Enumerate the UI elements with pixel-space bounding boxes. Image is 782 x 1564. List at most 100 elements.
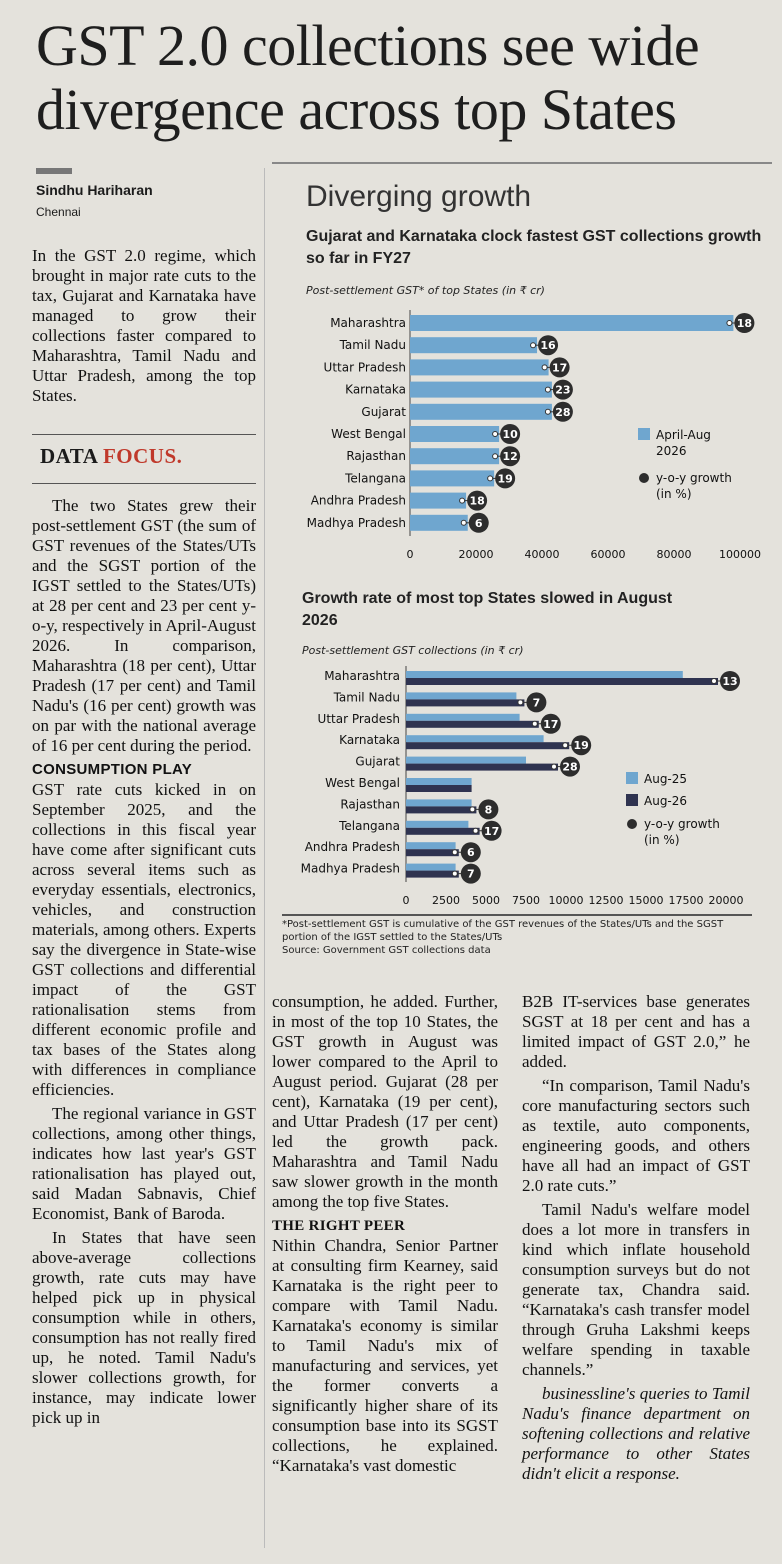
column-3-body: B2B IT-services base generates SGST at 1… xyxy=(522,992,750,1488)
chart-2-bar-aug26 xyxy=(406,870,459,878)
chart-2-category-label: Tamil Nadu xyxy=(333,690,400,704)
chart-1-category-label: Karnataka xyxy=(345,383,406,397)
chart-1-bar xyxy=(410,448,500,465)
chart-1-bar xyxy=(410,315,734,331)
chart-1-tick-label: 20000 xyxy=(459,548,494,561)
chart-2-title: Growth rate of most top States slowed in… xyxy=(302,590,673,629)
chart-1-bar xyxy=(410,337,538,354)
chart-1-dot xyxy=(492,453,499,460)
chart-2-growth-marker xyxy=(540,713,561,734)
chart-2-growth-marker xyxy=(571,735,592,756)
chart-1-bar xyxy=(410,514,468,531)
chart-1-growth-marker xyxy=(495,468,516,489)
col2-paragraph: consumption, he added. Further, in most … xyxy=(272,992,498,1211)
chart-1-bar xyxy=(410,381,552,398)
chart-1-growth-label: 28 xyxy=(555,406,570,419)
chart-1-legend-label: 2026 xyxy=(656,444,687,458)
chart-1-bar xyxy=(410,426,500,442)
chart-2-tick-label: 10000 xyxy=(549,894,584,907)
chart-1-legend-label: (in %) xyxy=(656,487,692,501)
chart-1-bar xyxy=(410,403,552,420)
col1-paragraph: The regional variance in GST collections… xyxy=(32,1104,256,1223)
column-1-body: The two States grew their post-settlemen… xyxy=(32,496,256,1432)
subhead-right-peer: THE RIGHT PEER xyxy=(272,1218,406,1234)
chart-1-legend-label: April-Aug xyxy=(656,428,711,442)
byline-author: Sindhu Hariharan xyxy=(36,182,153,198)
chart-2-bar-aug26 xyxy=(406,806,477,814)
chart-1-dot xyxy=(492,431,499,437)
chart-2-bar-aug25 xyxy=(406,671,683,678)
chart-1-tick-label: 100000 xyxy=(719,548,761,561)
chart-1-dot xyxy=(459,497,466,504)
chart-1-growth-label: 12 xyxy=(502,450,517,463)
chart-2-subtitle: Post-settlement GST collections (in ₹ cr… xyxy=(302,644,524,657)
chart-2-growth-label: 6 xyxy=(467,846,475,859)
chart-2-tick-label: 0 xyxy=(403,894,410,907)
chart-2-growth-label: 7 xyxy=(533,696,541,709)
chart-2-growth-label: 17 xyxy=(484,825,499,838)
chart-2-tick-label: 12500 xyxy=(589,894,624,907)
chart-1-bar xyxy=(410,492,467,509)
chart-2-tick-label: 5000 xyxy=(472,894,500,907)
chart-2-bar-aug25 xyxy=(406,692,517,700)
col1-paragraph: The two States grew their post-settlemen… xyxy=(32,496,256,755)
subhead-consumption-play: CONSUMPTION PLAY xyxy=(32,761,193,778)
chart-1-bar xyxy=(410,359,549,376)
column-divider xyxy=(264,168,265,1548)
chart-2-bar-aug25 xyxy=(406,863,456,871)
chart-2-legend-swatch xyxy=(626,794,638,806)
chart-2-tick-label: 2500 xyxy=(432,894,460,907)
col3-paragraph: Tamil Nadu's welfare model does a lot mo… xyxy=(522,1200,750,1379)
chart-1: Maharashtra 18 Tamil Nadu 16 Uttar Pradesh 17… xyxy=(307,310,761,561)
chart-1-growth-marker xyxy=(538,335,559,356)
chart-1-title: Gujarat and Karnataka clock fastest GST … xyxy=(306,228,762,267)
chart-2-dot xyxy=(451,849,458,856)
chart-2-growth-marker xyxy=(478,799,499,820)
chart-1-legend-label: y-o-y growth xyxy=(656,471,732,485)
chart-2-legend-marker xyxy=(627,819,637,829)
col3-paragraph: businessline's queries to Tamil Nadu's f… xyxy=(522,1384,750,1483)
chart-1-dot xyxy=(487,475,494,482)
chart-2-bar-aug25 xyxy=(406,735,544,743)
chart-2-growth-label: 8 xyxy=(485,803,493,816)
chart-1-growth-marker xyxy=(467,490,488,511)
headline: GST 2.0 collections see wide divergence … xyxy=(36,14,766,142)
data-focus-box xyxy=(32,434,256,484)
intro-text: In the GST 2.0 regime, which brought in … xyxy=(32,246,256,405)
chart-1-growth-label: 17 xyxy=(552,361,567,374)
chart-2-bar-aug26 xyxy=(406,763,558,771)
source-text: Source: Government GST collections data xyxy=(282,945,491,956)
chart-1-growth-label: 6 xyxy=(475,517,483,530)
chart-1-category-label: Madhya Pradesh xyxy=(307,516,406,530)
chart-2-bar-aug26 xyxy=(406,678,718,685)
chart-1-legend-marker xyxy=(639,473,649,483)
chart-2-category-label: Rajasthan xyxy=(340,797,400,811)
chart-2-growth-label: 17 xyxy=(543,718,558,731)
chart-2-dot xyxy=(551,763,557,770)
chart-1-tick-label: 0 xyxy=(407,548,414,561)
footnote-rule xyxy=(282,914,752,916)
chart-2-bar-aug25 xyxy=(406,799,472,807)
chart-1-growth-marker xyxy=(500,446,521,467)
chart-1-growth-marker xyxy=(552,401,573,422)
chart-1-category-label: Gujarat xyxy=(361,405,406,419)
chart-1-tick-label: 40000 xyxy=(525,548,560,561)
headline-line-1: GST 2.0 collections see wide xyxy=(36,13,700,78)
chart-2-legend-label: Aug-25 xyxy=(644,772,687,786)
graphic-footnote: *Post-settlement GST is cumulative of th… xyxy=(282,918,762,957)
chart-2-tick-label: 20000 xyxy=(709,894,744,907)
chart-2-bar-aug26 xyxy=(406,742,570,750)
chart-2-dot xyxy=(451,870,458,877)
data-focus-word-1: DATA xyxy=(40,444,98,468)
chart-1-subtitle: Post-settlement GST* of top States (in ₹… xyxy=(306,284,545,297)
chart-2-growth-label: 28 xyxy=(562,761,577,774)
chart-2-growth-marker xyxy=(560,756,580,777)
chart-1-category-label: Maharashtra xyxy=(330,316,406,330)
chart-1-dot xyxy=(726,320,733,326)
chart-2-bar-aug26 xyxy=(406,720,539,728)
chart-1-category-label: Tamil Nadu xyxy=(339,338,406,352)
chart-2-category-label: Andhra Pradesh xyxy=(305,840,400,854)
chart-1-growth-label: 16 xyxy=(540,339,556,352)
graphic-top-rule xyxy=(272,162,772,164)
chart-2-tick-label: 17500 xyxy=(669,894,704,907)
